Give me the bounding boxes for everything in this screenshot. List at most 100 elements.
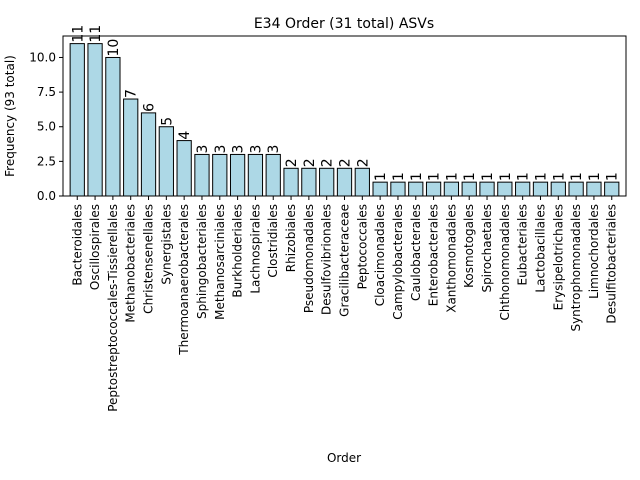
x-tick-label: Rhizobiales [284,204,298,272]
bar-value-label: 3 [266,145,282,154]
x-tick-label: Thermoanaerobacterales [177,204,191,356]
bar-value-label: 1 [587,172,603,181]
bar-methanosarciniales [213,154,227,196]
bar-value-label: 3 [213,145,229,154]
bar-clostridiales [266,154,280,196]
y-axis-label: Frequency (93 total) [3,55,17,177]
x-tick-label: Synergistales [159,204,173,285]
bar-lachnospirales [248,154,262,196]
bar-xanthomonadales [444,182,458,196]
bar-value-label: 2 [355,158,371,167]
bar-peptococcales [355,168,369,196]
x-tick-label: Bacteroidales [70,204,84,286]
x-tick-label: Spirochaetales [480,204,494,293]
y-axis: 0.0 2.5 5.0 7.5 10.0 [29,50,63,203]
bar-lactobacillales [533,182,547,196]
x-tick-label: Syntrophomonadales [569,204,583,332]
bar-burkholderiales [230,154,244,196]
bar-value-label: 1 [551,172,567,181]
bar-value-label: 11 [88,25,104,43]
bar-value-label: 4 [177,131,193,140]
bar-value-label: 1 [409,172,425,181]
bar-enterobacterales [426,182,440,196]
bar-value-label: 1 [427,172,443,181]
bar-methanobacteriales [124,99,138,196]
x-tick-label: Chthonomonadales [498,204,512,321]
x-tick-label: Oscillospirales [88,204,102,290]
bar-limnochordales [587,182,601,196]
x-tick-label: Desulfitobacteriales [605,204,619,324]
bar-value-label: 1 [373,172,389,181]
bar-value-label: 3 [231,145,247,154]
x-tick-label: Sphingobacteriales [195,204,209,319]
x-tick-label: Clostridiales [266,204,280,278]
bar-value-label: 2 [302,158,318,167]
x-tick-label: Pseudomonadales [302,204,316,313]
bar-value-label: 1 [462,172,478,181]
x-tick-label: Lactobacillales [533,204,547,293]
bar-value-label: 1 [391,172,407,181]
bar-desulfitobacteriales [605,182,619,196]
bar-desulfovibrionales [320,168,334,196]
bar-cloacimonadales [373,182,387,196]
bar-value-label: 11 [70,25,86,43]
x-tick-label: Caulobacterales [409,204,423,301]
x-tick-label: Methanobacteriales [124,204,138,323]
bar-campylobacterales [391,182,405,196]
x-tick-label: Limnochordales [587,204,601,299]
bar-spirochaetales [480,182,494,196]
bar-gracilibacteraceae [337,168,351,196]
x-tick-label: Peptococcales [355,204,369,289]
bar-value-label: 1 [480,172,496,181]
bar-value-label: 1 [444,172,460,181]
x-tick-label: Kosmotogales [462,204,476,288]
x-tick-label: Methanosarciniales [213,204,227,320]
bar-value-label: 2 [320,158,336,167]
x-tick-label: Burkholderiales [231,204,245,298]
y-tick-label: 2.5 [37,154,56,168]
y-tick-label: 5.0 [37,120,56,134]
x-tick-label: Desulfovibrionales [320,204,334,315]
bar-value-label: 5 [159,117,175,126]
bar-sphingobacteriales [195,154,209,196]
bar-syntrophomonadales [569,182,583,196]
bar-value-label: 3 [195,145,211,154]
bar-rhizobiales [284,168,298,196]
bar-value-label: 2 [284,158,300,167]
x-tick-label: Christensenellales [142,204,156,314]
x-tick-label: Lachnospirales [248,204,262,294]
x-tick-label: Gracilibacteraceae [338,204,352,317]
bar-value-label: 1 [569,172,585,181]
bar-eubacteriales [516,182,530,196]
bar-pseudomonadales [302,168,316,196]
bar-oscillospirales [88,44,102,196]
bar-peptostreptococcales-tissierellales [106,57,120,196]
bar-value-label: 1 [516,172,532,181]
bar-erysipelotrichales [551,182,565,196]
x-tick-label: Xanthomonadales [444,204,458,313]
bar-thermoanaerobacterales [177,141,191,196]
x-axis-label: Order [327,451,361,465]
bar-value-label: 1 [498,172,514,181]
x-tick-label: Erysipelotrichales [551,204,565,310]
x-tick-label: Peptostreptococcales-Tissierellales [106,204,120,412]
bar-chthonomonadales [498,182,512,196]
x-tick-label: Enterobacterales [427,204,441,306]
y-tick-label: 0.0 [37,189,56,203]
bar-kosmotogales [462,182,476,196]
y-tick-label: 10.0 [29,50,56,64]
bar-value-label: 3 [248,145,264,154]
bar-synergistales [159,127,173,196]
y-tick-label: 7.5 [37,85,56,99]
bar-caulobacterales [409,182,423,196]
bar-value-label: 1 [605,172,621,181]
x-tick-label: Cloacimonadales [373,204,387,306]
bar-christensenellales [141,113,155,196]
bar-value-label: 1 [533,172,549,181]
x-tick-label: Campylobacterales [391,204,405,320]
chart-title: E34 Order (31 total) ASVs [254,16,434,32]
bar-value-label: 10 [106,39,122,57]
bar-bacteroidales [70,44,84,196]
bar-value-label: 7 [124,89,140,98]
